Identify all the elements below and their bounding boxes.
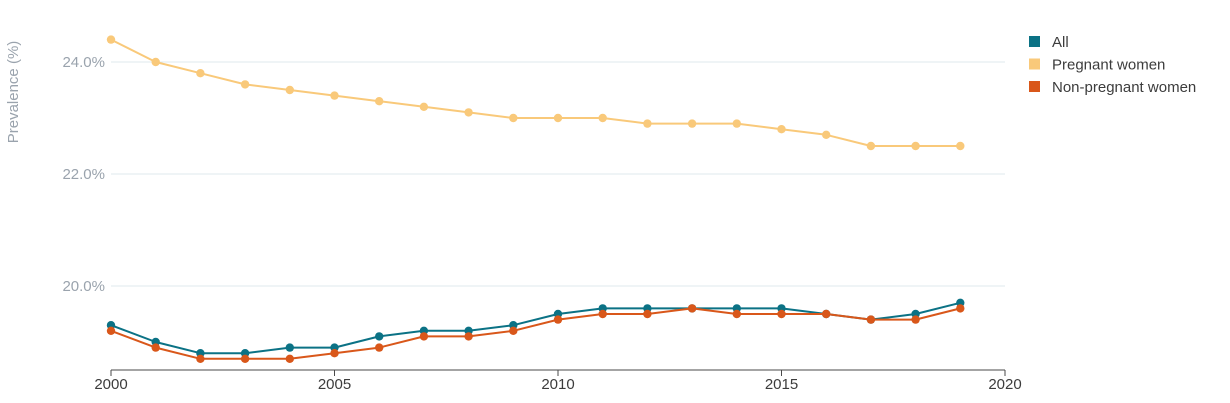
data-point[interactable]: [196, 69, 205, 78]
data-point[interactable]: [866, 315, 876, 324]
legend-item[interactable]: Non-pregnant women: [1029, 79, 1196, 96]
legend-label: Non-pregnant women: [1052, 79, 1196, 96]
data-point[interactable]: [553, 113, 563, 123]
data-point[interactable]: [509, 113, 518, 123]
data-point[interactable]: [598, 113, 607, 123]
legend-swatch: [1029, 58, 1040, 70]
series-layer: [106, 35, 965, 363]
data-point[interactable]: [330, 349, 339, 358]
legend-label: All: [1052, 34, 1069, 51]
data-point[interactable]: [687, 304, 697, 313]
series-non-pregnant-women: [106, 304, 965, 363]
data-point[interactable]: [285, 343, 294, 352]
series-all: [106, 298, 965, 358]
legend-item[interactable]: All: [1029, 34, 1069, 51]
data-point[interactable]: [106, 35, 116, 44]
data-point[interactable]: [375, 343, 384, 352]
data-point[interactable]: [285, 85, 294, 95]
data-point[interactable]: [419, 332, 429, 341]
data-point[interactable]: [732, 119, 741, 128]
y-tick-label: 22.0%: [62, 166, 105, 183]
axis-layer: 20.0% 22.0% 24.0% 2000 2005 2010 2015 2020: [62, 54, 1021, 393]
grid-layer: [111, 61, 1005, 287]
data-point[interactable]: [330, 91, 339, 100]
x-tick-label: 2000: [94, 376, 127, 393]
x-tick-label: 2010: [541, 376, 574, 393]
data-point[interactable]: [240, 354, 250, 363]
data-point[interactable]: [822, 130, 831, 139]
data-point[interactable]: [509, 326, 518, 335]
legend[interactable]: All Pregnant women Non-pregnant women: [1029, 34, 1196, 96]
data-point[interactable]: [151, 343, 160, 352]
data-point[interactable]: [777, 125, 786, 134]
series-line: [110, 307, 961, 360]
x-tick-label: 2020: [988, 376, 1021, 393]
data-point[interactable]: [777, 309, 786, 319]
data-point[interactable]: [553, 315, 563, 324]
data-point[interactable]: [866, 141, 876, 151]
legend-item[interactable]: Pregnant women: [1029, 57, 1165, 74]
data-point[interactable]: [598, 309, 607, 319]
data-point[interactable]: [464, 332, 473, 341]
data-point[interactable]: [285, 354, 294, 363]
x-tick-label: 2005: [318, 376, 351, 393]
data-point[interactable]: [643, 119, 652, 128]
data-point[interactable]: [822, 309, 831, 319]
series-line: [110, 301, 961, 355]
data-point[interactable]: [375, 332, 384, 341]
legend-swatch: [1029, 81, 1040, 92]
data-point[interactable]: [956, 141, 965, 151]
data-point[interactable]: [375, 97, 384, 106]
data-point[interactable]: [643, 309, 652, 319]
y-tick-label: 20.0%: [62, 278, 105, 295]
y-tick-label: 24.0%: [62, 54, 105, 71]
data-point[interactable]: [240, 80, 250, 89]
data-point[interactable]: [732, 309, 741, 319]
data-point[interactable]: [956, 304, 965, 313]
data-point[interactable]: [911, 141, 920, 151]
legend-label: Pregnant women: [1052, 57, 1165, 74]
data-point[interactable]: [911, 315, 920, 324]
data-point[interactable]: [106, 326, 116, 335]
data-point[interactable]: [196, 354, 205, 363]
series-line: [110, 38, 961, 147]
data-point[interactable]: [687, 119, 697, 128]
data-point[interactable]: [464, 108, 473, 117]
legend-swatch: [1029, 36, 1040, 47]
y-axis-label: Prevalence (%): [5, 41, 22, 144]
data-point[interactable]: [151, 57, 160, 67]
x-tick-label: 2015: [765, 376, 798, 393]
data-point[interactable]: [419, 102, 429, 112]
series-pregnant-women: [106, 35, 965, 151]
